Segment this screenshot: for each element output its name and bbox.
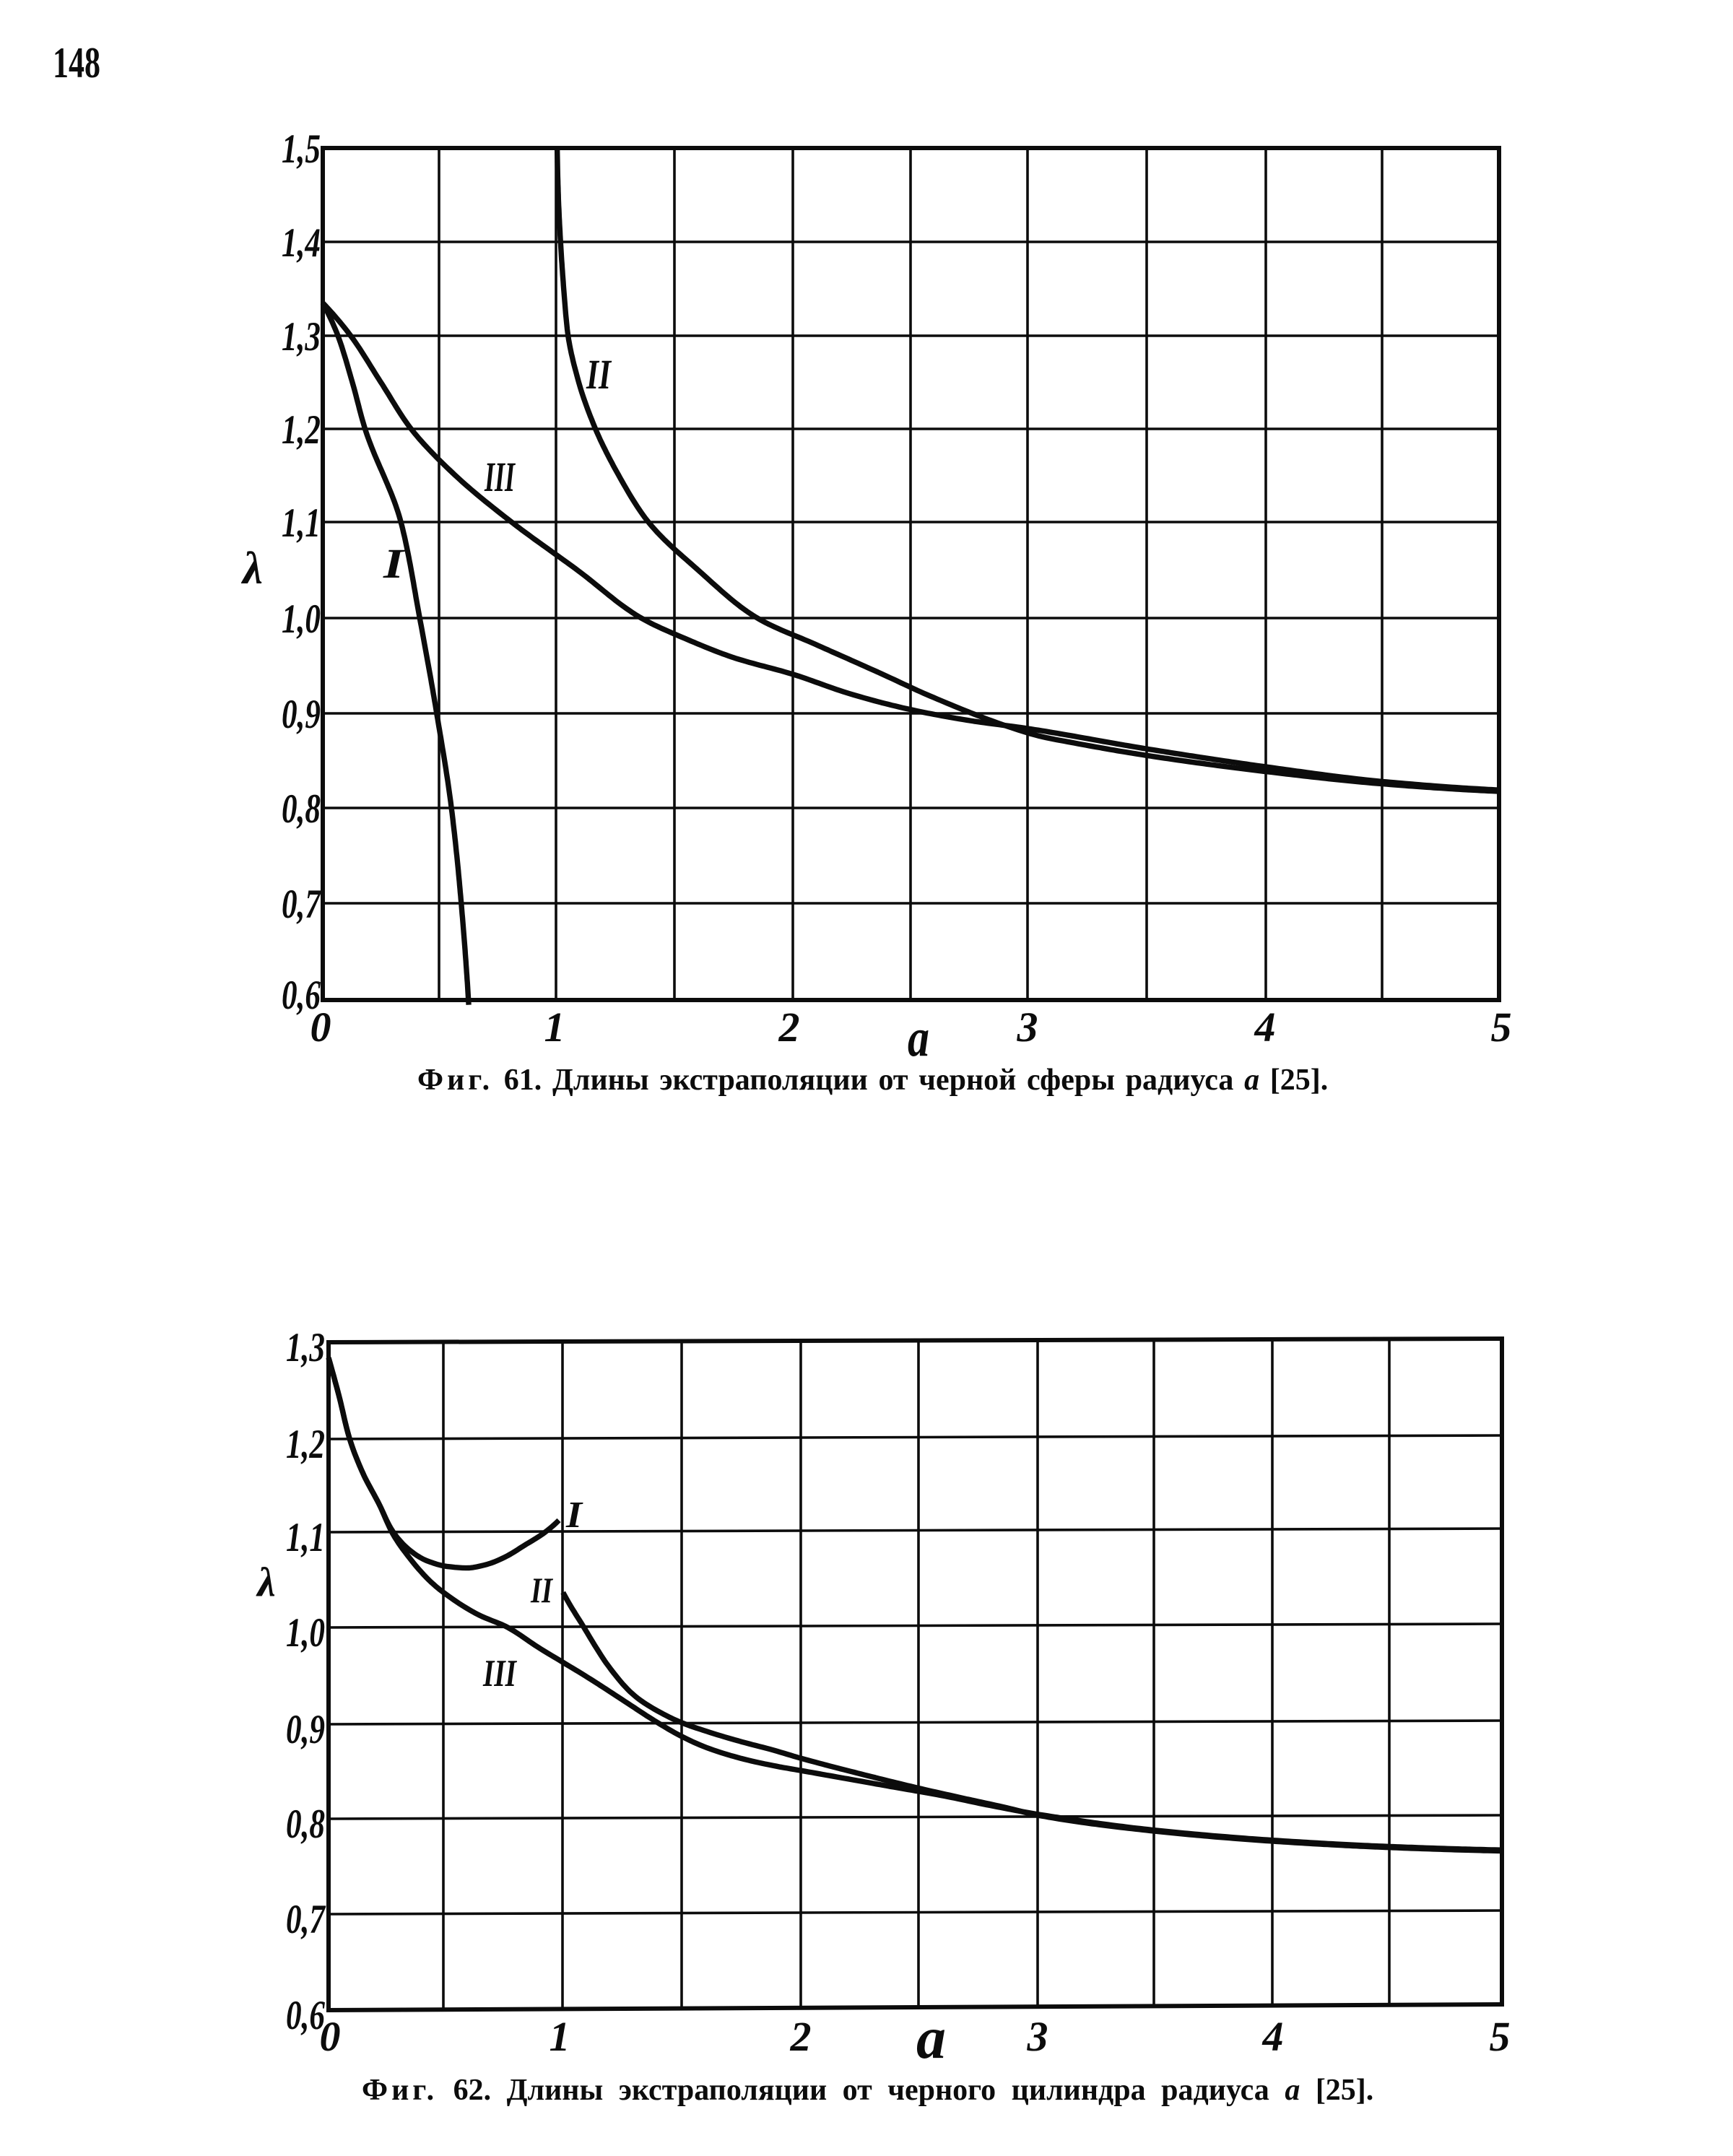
svg-text:0: 0 — [310, 1004, 331, 1051]
svg-text:3: 3 — [1027, 2013, 1048, 2060]
svg-text:I: I — [565, 1495, 583, 1536]
svg-text:1,4: 1,4 — [282, 220, 321, 266]
svg-text:0,6: 0,6 — [282, 973, 321, 1018]
svg-text:a: a — [908, 1008, 929, 1068]
svg-text:5: 5 — [1490, 2013, 1511, 2060]
svg-text:0: 0 — [320, 2013, 341, 2060]
svg-text:Фиг. 61. Длины экстраполяции о: Фиг. 61. Длины экстраполяции от черной с… — [417, 1064, 1328, 1097]
svg-text:1: 1 — [544, 1004, 565, 1051]
svg-text:1,1: 1,1 — [286, 1515, 325, 1560]
svg-text:1,5: 1,5 — [282, 126, 321, 172]
svg-text:5: 5 — [1491, 1004, 1512, 1051]
svg-text:I: I — [383, 540, 406, 587]
svg-text:II: II — [586, 351, 612, 398]
svg-text:148: 148 — [53, 39, 100, 87]
svg-text:1,2: 1,2 — [282, 407, 321, 453]
svg-text:0,7: 0,7 — [282, 882, 322, 927]
svg-text:1,0: 1,0 — [282, 596, 321, 642]
svg-text:III: III — [482, 1653, 517, 1695]
svg-text:III: III — [484, 453, 516, 500]
svg-text:0,6: 0,6 — [286, 1993, 325, 2038]
svg-text:0,9: 0,9 — [286, 1707, 325, 1752]
svg-text:3: 3 — [1017, 1004, 1038, 1051]
svg-text:λ: λ — [256, 1560, 275, 1605]
svg-text:4: 4 — [1262, 2013, 1284, 2060]
svg-text:1: 1 — [550, 2013, 570, 2060]
svg-text:a: a — [916, 2004, 946, 2071]
svg-text:Фиг. 62. Длины экстраполяции о: Фиг. 62. Длины экстраполяции от черного … — [362, 2074, 1373, 2107]
svg-text:4: 4 — [1254, 1004, 1276, 1051]
svg-text:II: II — [530, 1570, 553, 1610]
svg-text:0,7: 0,7 — [286, 1897, 326, 1942]
svg-text:1,3: 1,3 — [286, 1325, 325, 1370]
svg-text:2: 2 — [790, 2013, 812, 2060]
svg-text:λ: λ — [240, 543, 263, 594]
svg-text:1,2: 1,2 — [286, 1422, 325, 1467]
svg-text:0,8: 0,8 — [282, 786, 321, 832]
svg-text:1,3: 1,3 — [282, 314, 321, 360]
svg-text:0,8: 0,8 — [286, 1801, 325, 1847]
svg-text:0,9: 0,9 — [282, 692, 321, 737]
svg-text:1,1: 1,1 — [282, 500, 321, 546]
svg-text:2: 2 — [778, 1004, 800, 1051]
svg-text:1,0: 1,0 — [286, 1610, 325, 1656]
